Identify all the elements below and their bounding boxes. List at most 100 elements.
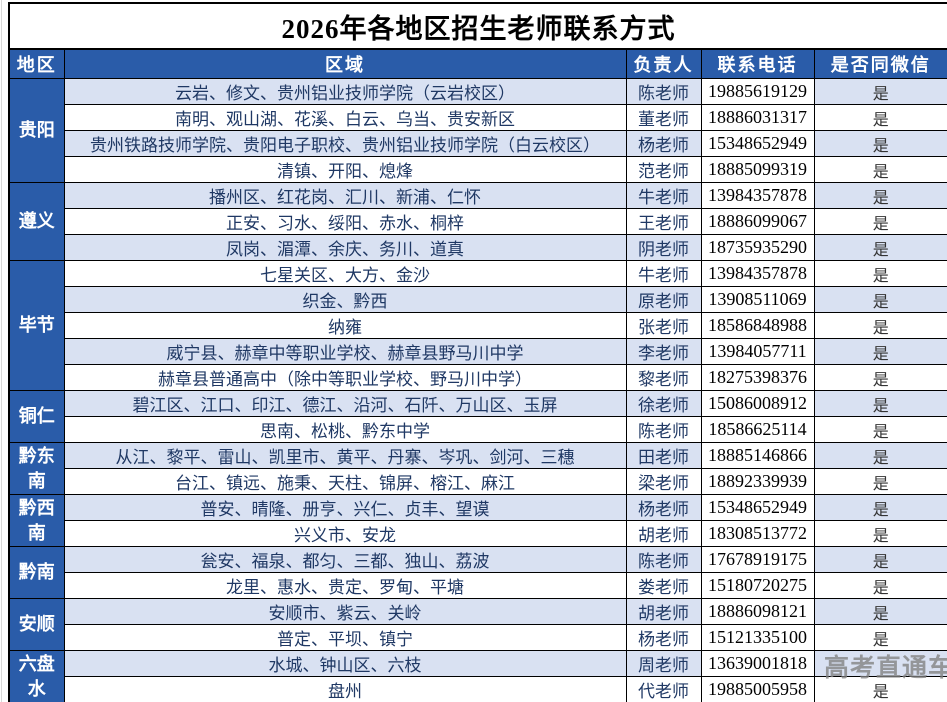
column-header-wechat: 是否同微信	[813, 48, 947, 79]
area-cell: 普安、晴隆、册亨、兴仁、贞丰、望谟	[63, 494, 627, 521]
area-cell: 安顺市、紫云、关岭	[63, 598, 627, 625]
table-row: 贵州铁路技师学院、贵阳电子职校、贵州铝业技师学院（白云校区） 杨老师 1534865…	[9, 130, 947, 157]
wechat-cell: 是	[813, 546, 947, 573]
table-row: 台江、镇远、施秉、天柱、锦屏、榕江、麻江 梁老师 18892339939 是	[9, 468, 947, 495]
column-header-contact: 负责人	[625, 48, 702, 79]
region-cell: 黔南	[8, 546, 65, 599]
wechat-cell: 是	[813, 130, 947, 157]
area-cell: 凤岗、湄潭、余庆、务川、道真	[63, 234, 627, 261]
phone-cell: 18735935290	[700, 234, 815, 261]
phone-cell: 15121335100	[700, 624, 815, 651]
phone-cell: 13984357878	[700, 182, 815, 209]
area-cell: 清镇、开阳、熄烽	[63, 156, 627, 183]
wechat-cell: 是	[813, 338, 947, 365]
area-cell: 兴义市、安龙	[63, 520, 627, 547]
phone-cell: 18886098121	[700, 598, 815, 625]
table-row: 黔西南 普安、晴隆、册亨、兴仁、贞丰、望谟 杨老师 15348652949 是	[8, 494, 947, 547]
region-cell: 黔西南	[8, 494, 65, 547]
wechat-cell: 是	[813, 494, 947, 521]
area-cell: 思南、松桃、黔东中学	[63, 416, 627, 443]
area-cell: 南明、观山湖、花溪、白云、乌当、贵安新区	[63, 104, 627, 131]
contact-cell: 陈老师	[625, 546, 702, 573]
contact-cell: 娄老师	[625, 572, 702, 599]
area-cell: 纳雍	[63, 312, 627, 339]
phone-cell: 18892339939	[700, 468, 815, 495]
phone-cell: 15180720275	[700, 572, 815, 599]
area-cell: 台江、镇远、施秉、天柱、锦屏、榕江、麻江	[63, 468, 627, 495]
wechat-cell: 是	[813, 312, 947, 339]
region-cell: 黔东南	[8, 442, 65, 495]
area-cell: 播州区、红花岗、汇川、新浦、仁怀	[63, 182, 627, 209]
table-row: 赫章县普通高中（除中等职业学校、野马川中学） 黎老师 18275398376 是	[9, 364, 947, 391]
contact-cell: 代老师	[625, 676, 702, 702]
wechat-cell: 是	[813, 78, 947, 105]
phone-cell: 18886099067	[700, 208, 815, 235]
table-row: 南明、观山湖、花溪、白云、乌当、贵安新区 董老师 18886031317 是	[9, 104, 947, 131]
contact-cell: 牛老师	[625, 260, 702, 287]
region-cell: 安顺	[8, 598, 65, 651]
area-cell: 水城、钟山区、六枝	[63, 650, 627, 677]
table-row: 思南、松桃、黔东中学 陈老师 18586625114 是	[9, 416, 947, 443]
area-cell: 瓮安、福泉、都匀、三都、独山、荔波	[63, 546, 627, 573]
table-row: 遵义 播州区、红花岗、汇川、新浦、仁怀 牛老师 13984357878 是	[8, 182, 947, 261]
table-row: 铜仁 碧江区、江口、印江、德江、沿河、石阡、万山区、玉屏 徐老师 1508600891…	[8, 390, 947, 443]
phone-cell: 19885619129	[700, 78, 815, 105]
area-cell: 碧江区、江口、印江、德江、沿河、石阡、万山区、玉屏	[63, 390, 627, 417]
table-row: 六盘水 水城、钟山区、六枝 周老师 13639001818	[8, 650, 947, 702]
phone-cell: 15086008912	[700, 390, 815, 417]
table-row: 清镇、开阳、熄烽 范老师 18885099319 是	[9, 156, 947, 183]
area-cell: 威宁县、赫章中等职业学校、赫章县野马川中学	[63, 338, 627, 365]
phone-cell: 18308513772	[700, 520, 815, 547]
contact-cell: 杨老师	[625, 624, 702, 651]
phone-cell: 18586848988	[700, 312, 815, 339]
phone-cell: 18275398376	[700, 364, 815, 391]
wechat-cell: 是	[813, 468, 947, 495]
contact-cell: 胡老师	[625, 520, 702, 547]
phone-cell: 19885005958	[700, 676, 815, 702]
area-cell: 盘州	[63, 676, 627, 702]
wechat-cell: 是	[813, 416, 947, 443]
area-cell: 七星关区、大方、金沙	[63, 260, 627, 287]
contact-cell: 李老师	[625, 338, 702, 365]
contact-cell: 阴老师	[625, 234, 702, 261]
header-row: 地区 区域 负责人 联系电话 是否同微信	[8, 48, 947, 79]
table-row: 安顺 安顺市、紫云、关岭 胡老师 18886098121 是	[8, 598, 947, 651]
table-row: 织金、黔西 原老师 13908511069 是	[9, 286, 947, 313]
wechat-cell: 是	[813, 156, 947, 183]
table-row: 龙里、惠水、贵定、罗甸、平塘 娄老师 15180720275 是	[9, 572, 947, 599]
table-row: 威宁县、赫章中等职业学校、赫章县野马川中学 李老师 13984057711 是	[9, 338, 947, 365]
phone-cell: 18886031317	[700, 104, 815, 131]
wechat-cell: 是	[813, 442, 947, 469]
phone-cell: 15348652949	[700, 494, 815, 521]
wechat-cell: 是	[813, 390, 947, 417]
table-row: 黔南 瓮安、福泉、都匀、三都、独山、荔波 陈老师 17678919175 是	[8, 546, 947, 599]
region-cell: 六盘水	[8, 650, 65, 702]
phone-cell: 15348652949	[700, 130, 815, 157]
area-cell: 贵州铁路技师学院、贵阳电子职校、贵州铝业技师学院（白云校区）	[63, 130, 627, 157]
wechat-cell: 是	[813, 234, 947, 261]
contact-cell: 董老师	[625, 104, 702, 131]
area-cell: 织金、黔西	[63, 286, 627, 313]
table-row: 纳雍 张老师 18586848988 是	[9, 312, 947, 339]
wechat-cell: 是	[813, 260, 947, 287]
wechat-cell: 是	[813, 182, 947, 209]
table-row: 兴义市、安龙 胡老师 18308513772 是	[9, 520, 947, 547]
page-title: 2026年各地区招生老师联系方式	[8, 2, 947, 50]
contact-cell: 徐老师	[625, 390, 702, 417]
region-cell: 遵义	[8, 182, 65, 261]
contact-cell: 胡老师	[625, 598, 702, 625]
title-row: 2026年各地区招生老师联系方式	[8, 2, 947, 50]
phone-cell: 13639001818	[700, 650, 815, 677]
column-header-area: 区域	[63, 48, 627, 79]
contact-cell: 张老师	[625, 312, 702, 339]
phone-cell: 18885099319	[700, 156, 815, 183]
contact-cell: 原老师	[625, 286, 702, 313]
wechat-cell: 是	[813, 598, 947, 625]
wechat-cell: 是	[813, 364, 947, 391]
phone-cell: 18586625114	[700, 416, 815, 443]
contact-cell: 陈老师	[625, 78, 702, 105]
contact-cell: 王老师	[625, 208, 702, 235]
region-cell: 毕节	[8, 260, 65, 391]
phone-cell: 13908511069	[700, 286, 815, 313]
contact-cell: 田老师	[625, 442, 702, 469]
